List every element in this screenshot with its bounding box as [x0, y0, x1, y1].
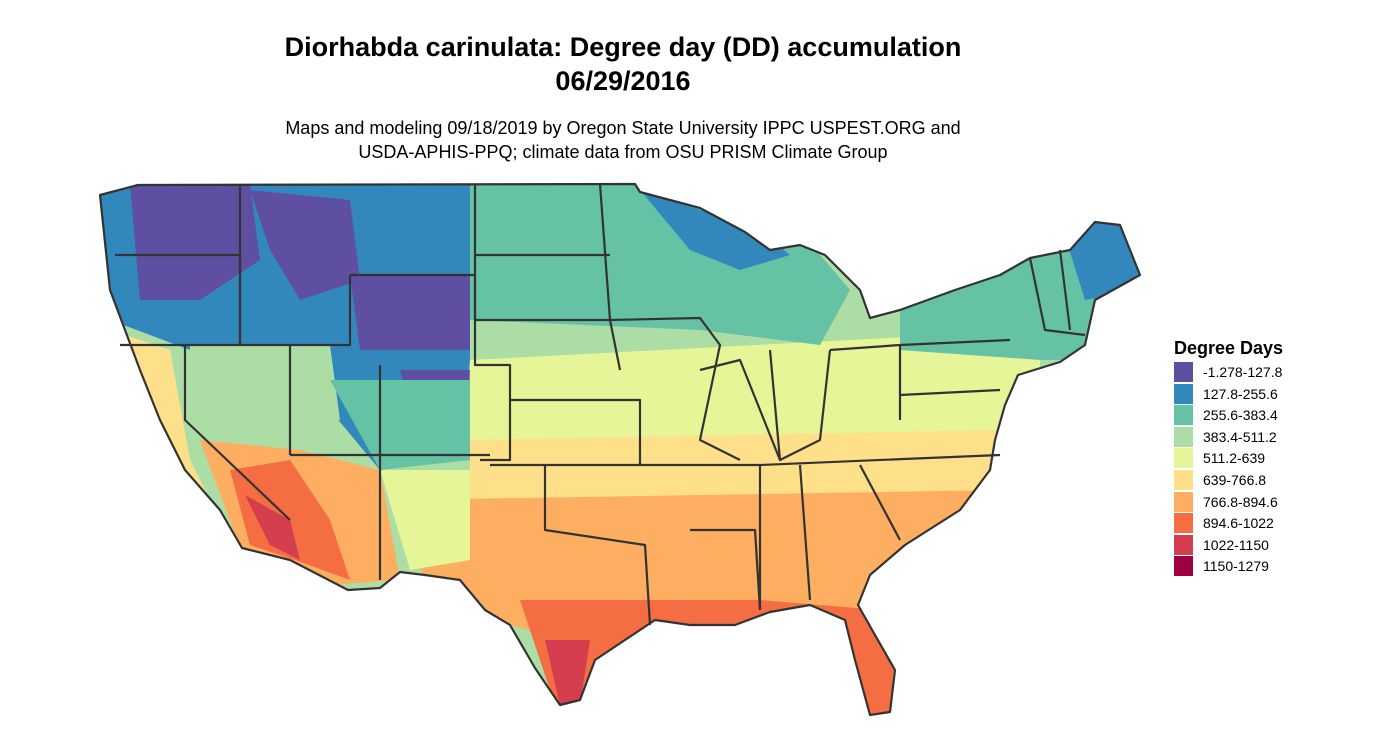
legend-item: 1150-1279: [1172, 555, 1372, 577]
legend-label: 1150-1279: [1203, 558, 1269, 575]
legend-item: 1022-1150: [1172, 534, 1372, 556]
pennsylvania-north-boundary: [899, 338, 1011, 347]
credit-line-2: USDA-APHIS-PPQ; climate data from OSU PR…: [358, 142, 888, 162]
zone-256-383-utah: [330, 380, 470, 470]
legend-item: 639-766.8: [1172, 469, 1372, 491]
legend-label: -1.278-127.8: [1203, 364, 1283, 380]
legend-item: -1.278-127.8: [1172, 361, 1372, 383]
new-england-boundary: [1028, 257, 1086, 337]
legend-label: 894.6-1022: [1203, 515, 1274, 532]
us-outline: [98, 182, 1142, 717]
legend-item: 894.6-1022: [1172, 512, 1372, 534]
legend-items: -1.278-127.8 127.8-255.6 255.6-383.4 383.4-…: [1172, 361, 1372, 577]
map-title: Diorhabda carinulata: Degree day (DD) ac…: [284, 32, 962, 62]
legend-swatch: [1174, 383, 1193, 404]
alabama-georgia-boundary: [798, 464, 812, 601]
new-hampshire-boundary: [1058, 249, 1072, 331]
legend-item: 511.2-639: [1172, 447, 1372, 469]
kansas-boundary: [510, 398, 642, 465]
legend-swatch: [1174, 469, 1193, 490]
legend-swatch: [1174, 491, 1193, 512]
state-boundaries: [98, 182, 1142, 717]
zone-383-511-great-basin: [190, 345, 340, 430]
legend-swatch: [1174, 405, 1193, 426]
map-legend: Degree Days -1.278-127.8 127.8-255.6 255.6…: [1172, 335, 1372, 577]
legend-label: 1022-1150: [1203, 536, 1269, 553]
california-nevada-boundary: [183, 345, 291, 521]
iowa-missouri-boundary: [609, 316, 741, 461]
legend-swatch: [1174, 556, 1193, 577]
legend-label: 639-766.8: [1203, 471, 1267, 488]
indiana-boundary: [768, 349, 832, 462]
georgia-carolina-boundary: [859, 464, 901, 541]
legend-item: 127.8-255.6: [1172, 383, 1372, 405]
zone-1022-1150-low-desert: [245, 495, 300, 560]
pennsylvania-south-boundary: [899, 388, 1001, 397]
legend-item: 383.4-511.2: [1172, 426, 1372, 448]
texas-boundary: [543, 465, 652, 626]
nevada-utah-north-boundary: [120, 275, 352, 347]
zone-128-256-superior: [640, 190, 790, 270]
mississippi-boundary: [690, 528, 762, 611]
dakotas-west-boundary: [473, 184, 610, 322]
legend-label: 255.6-383.4: [1203, 407, 1278, 424]
zone-cold-northern-rockies: [250, 190, 360, 300]
legend-label: 383.4-511.2: [1203, 428, 1277, 445]
map-date: 06/29/2016: [555, 66, 691, 96]
legend-swatch: [1174, 513, 1193, 534]
legend-swatch: [1174, 534, 1193, 555]
legend-item: 766.8-894.6: [1172, 491, 1372, 513]
legend-label: 766.8-894.6: [1203, 493, 1278, 510]
legend-swatch: [1174, 426, 1193, 447]
legend-label: 127.8-255.6: [1203, 385, 1278, 402]
legend-item: 255.6-383.4: [1172, 404, 1372, 426]
credit-line-1: Maps and modeling 09/18/2019 by Oregon S…: [285, 118, 961, 138]
wyoming-colorado-boundary: [350, 273, 512, 462]
legend-swatch: [1174, 362, 1193, 382]
zone-cold-wyoming: [350, 275, 470, 350]
zone-1022-1150-south-texas: [545, 640, 590, 705]
legend-title: Degree Days: [1174, 338, 1284, 358]
zone-511-639-new-mexico: [380, 470, 470, 570]
legend-label: 511.2-639: [1203, 450, 1266, 467]
illinois-boundary: [699, 358, 782, 461]
zone-cold-cascades: [130, 185, 260, 300]
legend-swatch: [1174, 448, 1193, 469]
